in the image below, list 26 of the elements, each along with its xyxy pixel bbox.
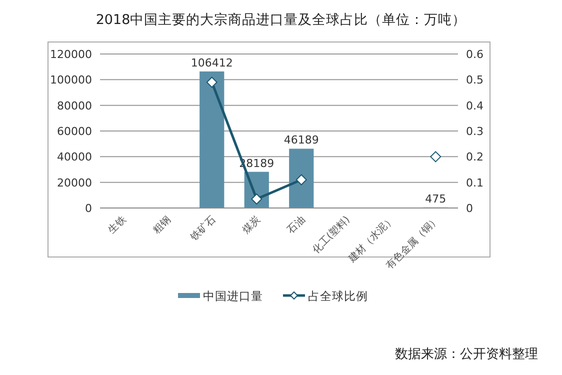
y2-tick-label: 0.1 <box>466 176 484 190</box>
data-label: 475 <box>425 192 446 206</box>
y-tick-label: 0 <box>85 202 92 215</box>
source-note: 数据来源：公开资料整理 <box>395 347 538 362</box>
x-tick-label: 煤炭 <box>240 214 263 236</box>
y2-tick-label: 0.5 <box>466 74 484 87</box>
y-tick-label: 20000 <box>57 176 92 190</box>
y-tick-label: 40000 <box>57 150 92 164</box>
x-tick-label: 铁矿石 <box>188 214 218 244</box>
y-tick-label: 100000 <box>50 74 92 87</box>
x-tick-label: 生铁 <box>106 214 128 236</box>
y2-tick-label: 0 <box>466 202 473 215</box>
legend-label: 中国进口量 <box>203 289 263 303</box>
y-tick-label: 120000 <box>50 48 92 61</box>
x-tick-label: 石油 <box>284 214 308 236</box>
y2-tick-label: 0.4 <box>466 99 484 112</box>
y-tick-label: 60000 <box>57 125 92 138</box>
legend-label: 占全球比例 <box>308 289 368 303</box>
y-tick-label: 80000 <box>57 99 92 112</box>
data-label: 106412 <box>190 56 233 70</box>
y2-tick-label: 0.6 <box>466 48 484 61</box>
y2-tick-label: 0.2 <box>466 150 484 164</box>
data-label: 46189 <box>284 134 319 147</box>
y2-tick-label: 0.3 <box>466 125 484 138</box>
chart-title: 2018中国主要的大宗商品进口量及全球占比（单位：万吨） <box>96 12 466 28</box>
x-tick-label: 粗钢 <box>151 214 174 236</box>
